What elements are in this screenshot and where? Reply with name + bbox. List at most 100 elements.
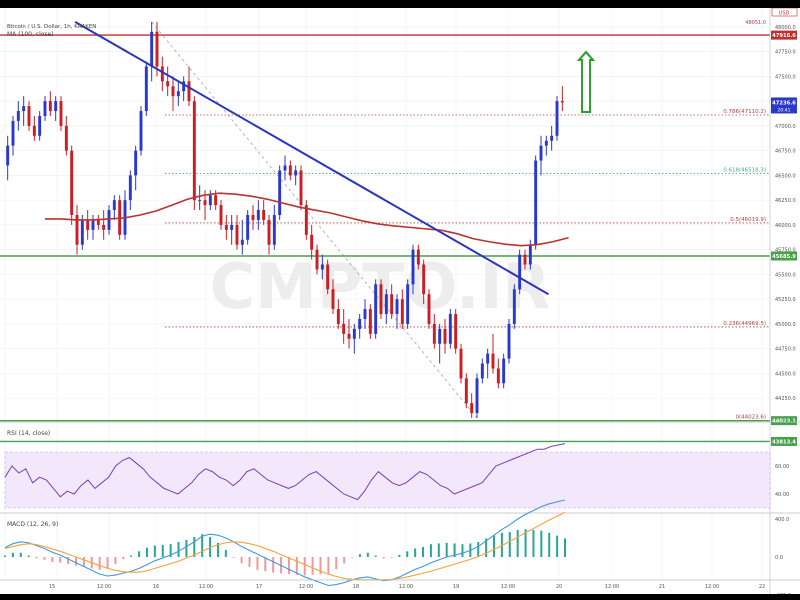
macd-histogram-bar: [319, 557, 322, 575]
price-tick-label: 45750.0: [775, 248, 796, 254]
candle-body: [112, 200, 116, 211]
macd-histogram-bar: [564, 538, 566, 557]
ma-indicator-label: MA (100, close): [7, 31, 54, 38]
macd-histogram-bar: [303, 557, 306, 576]
time-tick-label: 20: [556, 584, 562, 590]
candle-body: [267, 219, 271, 245]
fib-level-label: 0.5(46019.9): [730, 217, 766, 223]
candle-body: [192, 101, 196, 201]
candle-body: [80, 219, 84, 245]
last-price-time: 20:41: [778, 107, 791, 113]
low2-price-tag-bg: [771, 436, 797, 446]
candle-body: [406, 284, 410, 324]
macd-histogram-bar: [248, 557, 251, 567]
candle-body: [560, 101, 564, 103]
macd-histogram-bar: [35, 557, 38, 559]
macd-histogram-bar: [516, 529, 519, 557]
macd-histogram-bar: [524, 529, 527, 557]
candle-body: [342, 323, 346, 334]
trading-chart[interactable]: CMPTO.IR 0.786(47110.2)0.618(46518.3)0.5…: [0, 7, 800, 599]
candle-body: [86, 219, 90, 230]
macd-histogram-bar: [485, 538, 488, 557]
candle-body: [411, 249, 415, 285]
macd-histogram-bar: [422, 547, 425, 557]
candle-body: [544, 140, 548, 146]
price-tick-label: 45500.0: [775, 272, 796, 278]
candle-body: [283, 165, 287, 171]
candle-body: [374, 284, 378, 334]
candle-body: [134, 150, 138, 176]
macd-histogram-bar: [224, 549, 227, 557]
candle-body: [507, 323, 511, 359]
macd-histogram-bar: [264, 557, 267, 572]
candle-body: [464, 378, 468, 404]
macd-histogram-bar: [201, 534, 204, 557]
macd-histogram-bar: [374, 555, 377, 557]
time-tick-label: 12:00: [501, 584, 515, 590]
macd-label: MACD (12, 26, 9): [7, 521, 58, 528]
candle-body: [176, 91, 180, 97]
candle-body: [310, 234, 314, 250]
candle-body: [523, 254, 527, 265]
candle-body: [502, 358, 506, 384]
price-tick-label: 44250.0: [775, 396, 796, 402]
price-tick-label: 46750.0: [775, 149, 796, 155]
candle-body: [240, 239, 244, 245]
candle-body: [315, 249, 319, 270]
symbol-title: Bitcoin / U.S. Dollar, 1h, KRAKEN: [7, 24, 96, 30]
candle-body: [75, 215, 79, 245]
macd-histogram-bar: [287, 557, 290, 575]
macd-histogram-bar: [335, 557, 338, 570]
candle-body: [539, 145, 543, 161]
descending-trendline: [74, 21, 549, 296]
macd-histogram-bar: [43, 557, 46, 560]
candle-body: [16, 111, 20, 121]
resistance-price-tag: 47916.6: [772, 33, 796, 39]
candle-body: [38, 115, 42, 136]
macd-histogram-bar: [82, 557, 85, 567]
rsi-panel: RSI (14, close) 60.00 40.00: [0, 421, 800, 509]
rsi-tick-label: 60.00: [775, 464, 789, 470]
macd-histogram-bar: [508, 532, 511, 557]
macd-histogram-bar: [51, 557, 54, 562]
chart-window: CMPTO.IR 0.786(47110.2)0.618(46518.3)0.5…: [0, 7, 800, 599]
candle-body: [528, 244, 532, 265]
candle-body: [550, 135, 554, 141]
usd-tag: [771, 7, 798, 17]
macd-tick-label: 0.0: [775, 555, 783, 561]
time-tick-label: 12:00: [705, 584, 719, 590]
macd-histogram-bar: [311, 557, 314, 575]
macd-histogram-bar: [414, 548, 417, 557]
macd-histogram-bar: [153, 545, 156, 557]
candle-body: [390, 294, 394, 315]
fib-diagonal: [151, 21, 478, 419]
macd-histogram-bar: [193, 537, 196, 557]
rsi-label: RSI (14, close): [7, 430, 50, 437]
macd-histogram-bar: [477, 542, 480, 557]
candle-body: [459, 348, 463, 379]
candle-body: [64, 125, 68, 151]
candle-body: [144, 66, 148, 112]
macd-histogram-bar: [540, 530, 543, 557]
top-price-label: 48051.0: [745, 20, 766, 26]
macd-histogram-bar: [429, 544, 432, 557]
macd-histogram-bar: [232, 557, 235, 558]
macd-histogram-bar: [4, 555, 6, 557]
time-tick-label: 12:00: [199, 584, 213, 590]
candle-body: [326, 264, 330, 290]
price-tick-label: 44500.0: [775, 371, 796, 377]
macd-axis: 400.0 0.0 -400.0: [775, 517, 791, 599]
macd-histogram-bar: [185, 539, 188, 557]
macd-histogram-bar: [11, 552, 14, 557]
candle-body: [518, 254, 522, 290]
time-tick-label: 21: [659, 584, 665, 590]
candle-body: [203, 200, 207, 206]
price-tick-label: 47500.0: [775, 74, 796, 80]
last-price-tag: 47236.6: [772, 100, 796, 106]
macd-histogram-bar: [74, 557, 77, 566]
candle-body: [272, 215, 276, 245]
time-axis: 15 12:00 16 12:00 17 12:00 18 12:00 19 12:00 20 12:…: [0, 579, 800, 590]
macd-histogram-bar: [27, 555, 30, 557]
candle-body: [400, 299, 404, 324]
macd-histogram-bar: [295, 557, 298, 575]
